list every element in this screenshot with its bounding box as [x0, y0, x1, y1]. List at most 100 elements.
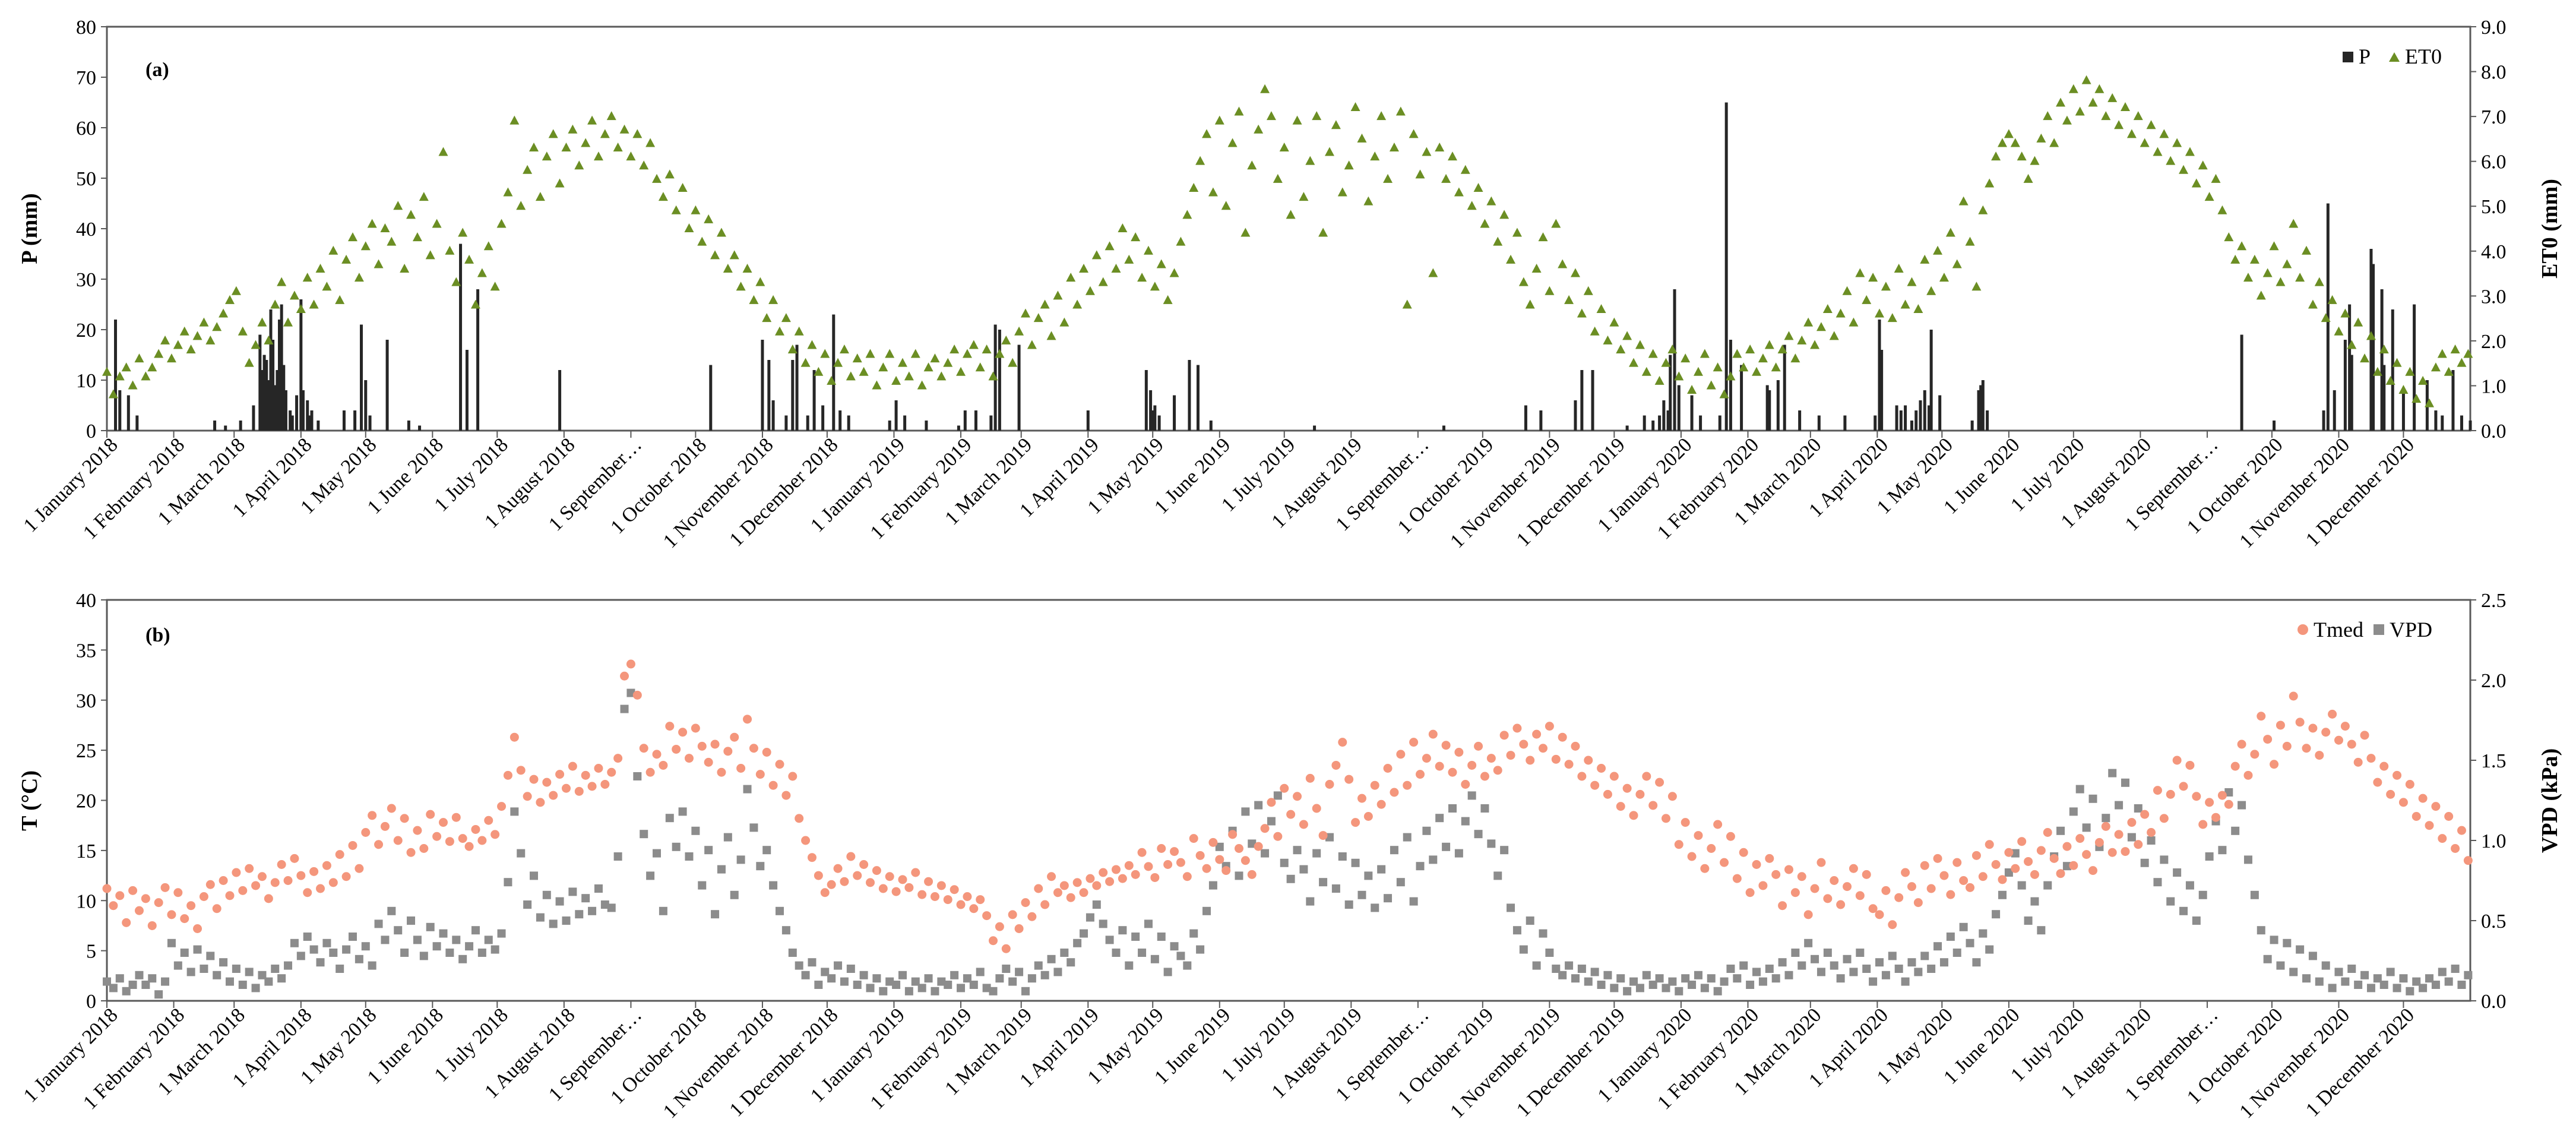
- tmed-point: [2295, 718, 2305, 727]
- tmed-point: [2282, 741, 2292, 751]
- tmed-point: [2366, 754, 2376, 763]
- panel-b-label: (b): [145, 624, 170, 646]
- vpd-point: [2017, 881, 2026, 890]
- et0-point: [2230, 254, 2240, 264]
- tmed-point: [1461, 780, 1470, 789]
- vpd-point: [271, 965, 280, 973]
- vpd-point: [2334, 968, 2343, 976]
- tmed-point: [2088, 866, 2098, 875]
- et0-point: [1266, 111, 1276, 121]
- et0-point: [2088, 97, 2098, 107]
- et0-point: [1945, 227, 1955, 237]
- tmed-point: [432, 832, 442, 841]
- et0-point: [419, 192, 429, 201]
- vpd-point: [762, 846, 771, 855]
- et0-point: [1131, 232, 1141, 242]
- vpd-point: [1261, 849, 1270, 858]
- tmed-point: [613, 754, 623, 763]
- precip-bar: [271, 340, 275, 431]
- et0-point: [910, 349, 920, 358]
- vpd-point: [640, 830, 648, 839]
- vpd-point: [232, 965, 240, 973]
- et0-point: [2405, 366, 2415, 376]
- et0-point: [1169, 268, 1179, 277]
- et0-point: [1739, 362, 1749, 372]
- et0-point: [807, 340, 817, 349]
- tmed-point: [147, 921, 157, 930]
- et0-point: [393, 201, 403, 210]
- et0-point: [1661, 358, 1671, 367]
- vpd-point: [173, 961, 182, 970]
- vpd-point: [1836, 974, 1845, 983]
- tmed-point: [1474, 741, 1483, 751]
- et0-point: [192, 331, 202, 340]
- et0-point: [872, 380, 882, 390]
- tmed-point: [1849, 864, 1858, 873]
- et0-point: [322, 282, 332, 291]
- et0-point: [2347, 340, 2357, 349]
- vpd-point: [1992, 910, 2001, 919]
- tmed-point: [2217, 791, 2227, 800]
- vpd-point: [251, 984, 260, 993]
- et0-point: [1920, 254, 1930, 264]
- precip-bar: [1017, 344, 1021, 431]
- et0-point: [1952, 259, 1962, 268]
- precip-bar: [360, 324, 363, 431]
- vpd-point: [1791, 949, 1800, 957]
- vpd-point: [225, 977, 234, 986]
- et0-point: [1525, 299, 1535, 309]
- et0-point: [367, 219, 377, 228]
- vpd-point: [969, 981, 978, 989]
- vpd-point: [756, 862, 765, 871]
- et0-point: [1273, 173, 1283, 183]
- vpd-point: [1331, 884, 1340, 893]
- vpd-point: [1170, 942, 1179, 951]
- vpd-point: [1474, 830, 1483, 839]
- tmed-point: [1079, 888, 1088, 897]
- et0-point: [1609, 317, 1619, 327]
- et0-point: [1810, 340, 1820, 349]
- tmed-point: [1765, 854, 1774, 863]
- tmed-point: [134, 906, 144, 915]
- et0-point: [335, 295, 345, 304]
- et0-point: [1577, 308, 1587, 318]
- tmed-point: [684, 754, 694, 763]
- vpd-point: [1797, 961, 1806, 970]
- tmed-point: [2185, 760, 2195, 770]
- tmed-point: [335, 850, 344, 859]
- tmed-point: [930, 892, 939, 901]
- tmed-point: [1416, 770, 1425, 779]
- tmed-point: [1383, 764, 1393, 773]
- tmed-point: [723, 747, 733, 756]
- et0-point: [2075, 106, 2085, 116]
- vpd-point: [691, 826, 700, 835]
- precip-bar: [1157, 415, 1161, 431]
- tmed-point: [1305, 773, 1315, 783]
- vpd-point: [1933, 942, 1942, 951]
- precip-bar: [299, 299, 303, 431]
- et0-point: [846, 371, 856, 381]
- vpd-point: [348, 933, 357, 941]
- tmed-point: [2004, 848, 2014, 857]
- tmed-point: [199, 892, 208, 901]
- et0-point: [904, 371, 914, 381]
- et0-point: [781, 313, 791, 323]
- tmed-point: [2302, 744, 2311, 753]
- vpd-point: [1467, 791, 1476, 800]
- tmed-point: [393, 836, 403, 845]
- et0-point: [2185, 147, 2195, 156]
- precip-bar: [267, 380, 270, 431]
- tmed-point: [232, 868, 241, 877]
- y-right-tick-label: 0.0: [2481, 421, 2507, 443]
- vpd-point: [588, 906, 597, 915]
- vpd-point: [1286, 874, 1295, 883]
- tmed-point: [523, 792, 532, 801]
- tmed-point: [1357, 794, 1366, 803]
- et0-point: [2249, 254, 2259, 264]
- precip-bar: [847, 415, 850, 431]
- tmed-point: [1099, 868, 1108, 877]
- tmed-point: [568, 761, 577, 771]
- tmed-point: [445, 837, 454, 846]
- vpd-point: [1073, 938, 1082, 947]
